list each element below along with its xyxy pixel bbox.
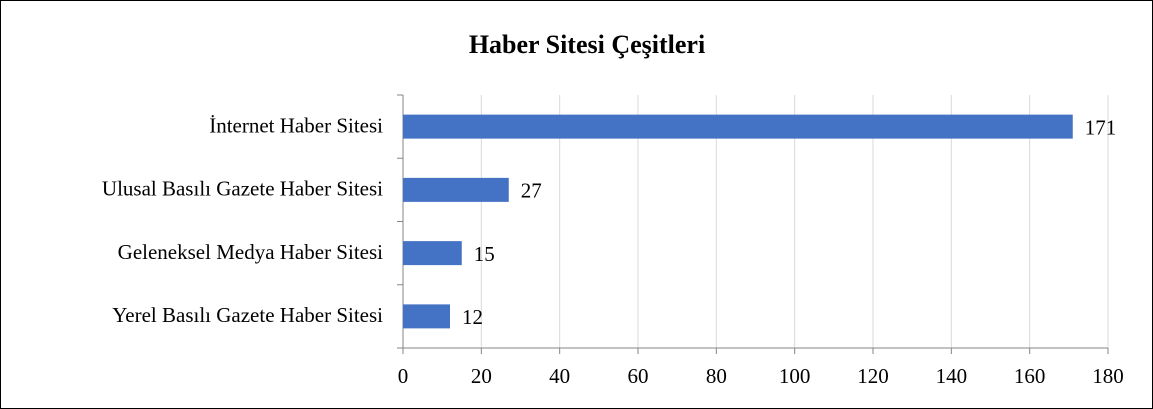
data-label: 15 — [474, 242, 495, 266]
bar — [403, 114, 1073, 139]
x-tick-label: 40 — [549, 364, 570, 388]
data-label: 27 — [521, 179, 542, 203]
chart-title: Haber Sitesi Çeşitleri — [469, 30, 705, 59]
bar — [403, 177, 509, 202]
x-tick-label: 160 — [1014, 364, 1046, 388]
x-tick-label: 120 — [857, 364, 889, 388]
bar — [403, 304, 450, 329]
x-tick-label: 60 — [628, 364, 649, 388]
data-label: 12 — [462, 305, 483, 329]
y-tick-label: Yerel Basılı Gazete Haber Sitesi — [112, 303, 383, 327]
x-tick-label: 180 — [1092, 364, 1124, 388]
bar — [403, 241, 462, 266]
x-tick-label: 80 — [706, 364, 727, 388]
x-tick-label: 0 — [398, 364, 409, 388]
x-tick-label: 20 — [471, 364, 492, 388]
data-label: 171 — [1085, 115, 1117, 139]
y-tick-label: Ulusal Basılı Gazete Haber Sitesi — [102, 177, 383, 201]
y-tick-label: Geleneksel Medya Haber Sitesi — [118, 240, 383, 264]
x-tick-label: 140 — [936, 364, 968, 388]
x-tick-label: 100 — [779, 364, 811, 388]
y-tick-label: İnternet Haber Sitesi — [209, 113, 383, 137]
